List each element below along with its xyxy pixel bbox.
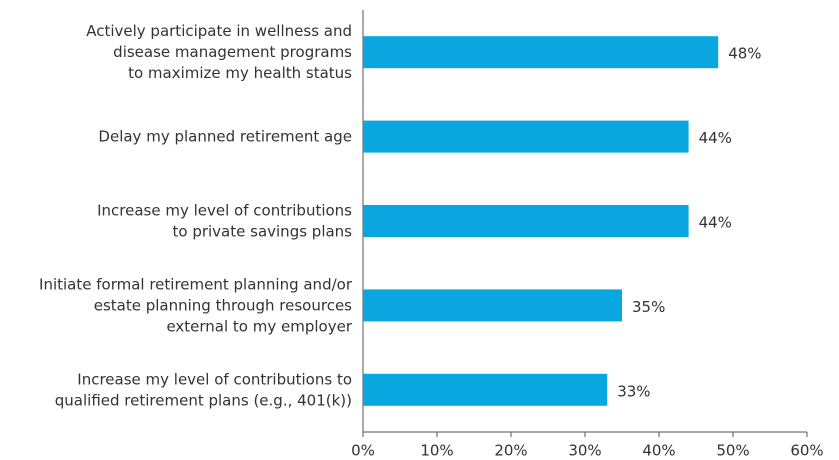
x-tick-label: 20% <box>494 442 527 460</box>
x-tick-label: 40% <box>642 442 675 460</box>
x-tick-label: 50% <box>716 442 749 460</box>
category-label-line: Actively participate in wellness and <box>86 22 352 40</box>
category-label-line: Increase my level of contributions to <box>77 370 352 388</box>
x-tick-label: 30% <box>568 442 601 460</box>
value-label: 35% <box>632 298 665 316</box>
bar <box>363 120 689 153</box>
category-label-line: Delay my planned retirement age <box>98 127 352 145</box>
bar <box>363 373 608 406</box>
x-tick-label: 0% <box>351 442 375 460</box>
category-label-line: to private savings plans <box>173 222 353 240</box>
value-label: 48% <box>728 45 761 63</box>
bar <box>363 36 719 69</box>
category-label-line: qualified retirement plans (e.g., 401(k)… <box>55 391 352 409</box>
category-label: Initiate formal retirement planning and/… <box>39 275 353 335</box>
category-label-line: Increase my level of contributions <box>97 201 352 219</box>
category-label: Actively participate in wellness and dise… <box>86 22 352 82</box>
category-label-line: estate planning through resources <box>94 296 352 314</box>
value-label: 44% <box>699 129 732 147</box>
category-label-line: Initiate formal retirement planning and/… <box>39 275 353 293</box>
category-label-line: disease management programs <box>113 43 352 61</box>
category-label: Delay my planned retirement age <box>98 127 352 145</box>
value-label: 44% <box>699 214 732 232</box>
x-tick-label: 60% <box>790 442 823 460</box>
value-label: 33% <box>617 382 650 400</box>
x-tick-label: 10% <box>420 442 453 460</box>
category-label-line: external to my employer <box>166 317 352 335</box>
bar <box>363 289 622 322</box>
category-label: Increase my level of contributions to qua… <box>55 370 352 409</box>
category-label-line: to maximize my health status <box>128 64 352 82</box>
bar <box>363 205 689 237</box>
category-label: Increase my level of contributions to pri… <box>97 201 352 240</box>
